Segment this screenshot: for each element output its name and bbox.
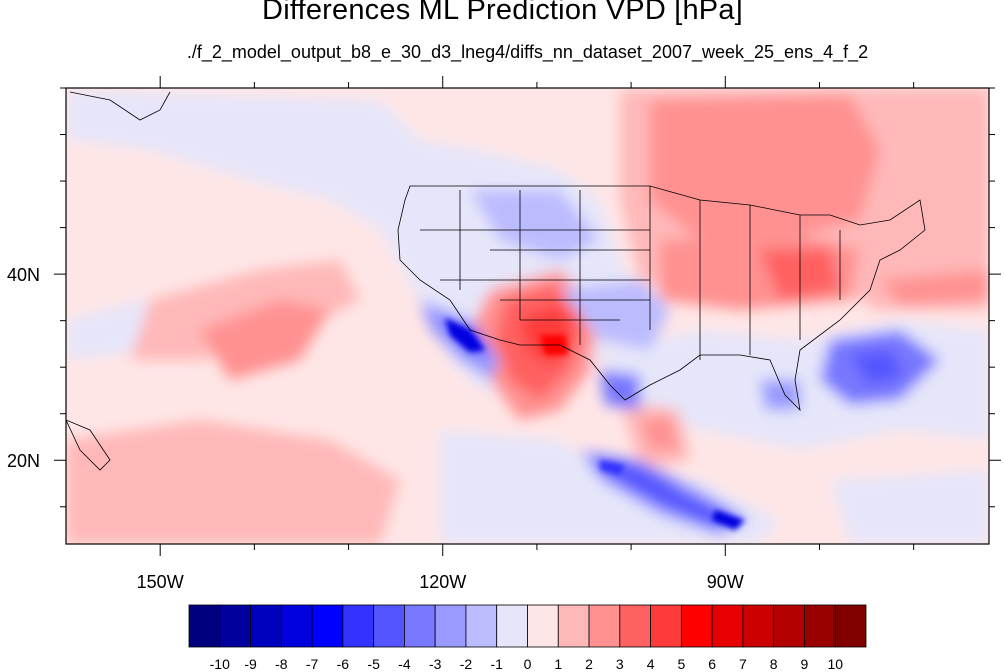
colorbar-swatch — [773, 604, 805, 648]
colorbar-label: 7 — [739, 656, 747, 672]
colorbar-label: 1 — [554, 656, 562, 672]
chart-subtitle: ./f_2_model_output_b8_e_30_d3_lneg4/diff… — [186, 42, 869, 62]
colorbar-label: 5 — [677, 656, 685, 672]
colorbar-label: -7 — [306, 656, 319, 672]
lon-tick-label: 90W — [707, 572, 744, 592]
colorbar-swatch — [280, 604, 313, 648]
colorbar-swatch — [404, 604, 436, 648]
lat-tick-label: 40N — [7, 265, 40, 285]
colorbar-swatch — [680, 604, 713, 648]
colorbar-label: 6 — [708, 656, 716, 672]
colorbar-swatch — [834, 604, 867, 648]
country-boundaries — [66, 91, 926, 471]
colorbar-swatch — [588, 604, 621, 648]
colorbar-label: 2 — [585, 656, 593, 672]
map-frame — [65, 87, 990, 545]
lat-tick-label: 20N — [7, 451, 40, 471]
colorbar-label: -4 — [398, 656, 411, 672]
colorbar-label: 4 — [647, 656, 655, 672]
colorbar-label: -6 — [337, 656, 350, 672]
colorbar-swatch — [188, 604, 221, 648]
colorbar-label: 10 — [827, 656, 843, 672]
colorbar-label: -10 — [210, 656, 230, 672]
colorbar-swatch — [496, 604, 528, 648]
colorbar: -10 -9 -8 -7 -6 -5 -4 -3 -2 -1 0 1 2 3 4 5 6 7 8 9 10 — [188, 604, 867, 672]
colorbar-label: 9 — [801, 656, 809, 672]
colorbar-label: -1 — [491, 656, 504, 672]
colorbar-swatch — [434, 604, 467, 648]
lon-tick-label: 120W — [419, 572, 466, 592]
colorbar-label: -2 — [460, 656, 473, 672]
colorbar-swatch — [711, 604, 744, 648]
colorbar-swatch — [219, 604, 251, 648]
colorbar-swatch — [465, 604, 498, 648]
colorbar-label: -9 — [244, 656, 257, 672]
colorbar-swatch — [250, 604, 282, 648]
colorbar-label: 0 — [524, 656, 532, 672]
colorbar-label: 3 — [616, 656, 624, 672]
colorbar-label: -8 — [275, 656, 288, 672]
colorbar-swatch — [527, 604, 559, 648]
colorbar-label: -5 — [367, 656, 380, 672]
colorbar-swatch — [342, 604, 375, 648]
colorbar-label: -3 — [429, 656, 442, 672]
colorbar-swatch — [804, 604, 836, 648]
colorbar-swatch — [373, 604, 405, 648]
colorbar-swatch — [650, 604, 682, 648]
colorbar-swatch — [311, 604, 344, 648]
chart-title: Differences ML Prediction VPD [hPa] — [262, 0, 743, 26]
colorbar-swatch — [742, 604, 775, 648]
map-axis-ticks — [54, 76, 1001, 556]
colorbar-label: 8 — [770, 656, 778, 672]
map-axis-labels: 150W 120W 90W 40N 20N — [7, 265, 744, 592]
colorbar-swatch — [557, 604, 590, 648]
map-field — [66, 88, 989, 544]
lon-tick-label: 150W — [137, 572, 184, 592]
colorbar-swatch — [619, 604, 651, 648]
